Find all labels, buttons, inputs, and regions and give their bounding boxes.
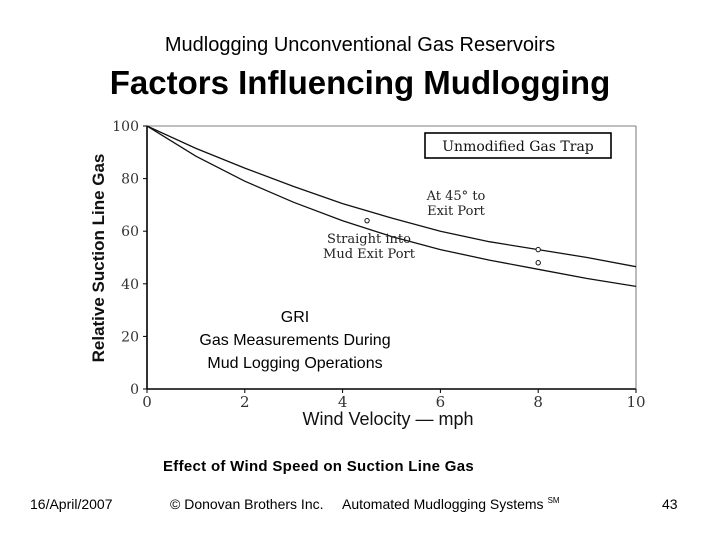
series-line-2	[146, 125, 637, 288]
series-label-2: Mud Exit Port	[323, 247, 416, 262]
x-tick-label: 6	[436, 393, 446, 411]
x-tick-label: 4	[338, 393, 348, 411]
footer-service-mark: SM	[547, 496, 560, 506]
series-label-1: Exit Port	[427, 204, 486, 219]
y-tick-label: 80	[121, 172, 139, 188]
legend-box	[424, 132, 612, 159]
x-axis-title: Wind Velocity — mph	[302, 409, 473, 429]
footer-system: Automated Mudlogging Systems SM	[342, 496, 560, 512]
x-tick-label: 2	[240, 393, 250, 411]
slide-title: Factors Influencing Mudlogging	[109, 64, 611, 101]
y-tick-label: 40	[121, 277, 139, 293]
series-line-1	[146, 125, 637, 268]
footer-date: 16/April/2007	[30, 496, 113, 512]
x-tick-label: 10	[626, 393, 645, 411]
y-tick-label: 60	[121, 224, 139, 240]
y-tick-label: 0	[130, 382, 139, 398]
footer-copyright: © Donovan Brothers Inc.	[170, 496, 324, 512]
gri-line-3: Mud Logging Operations	[207, 355, 383, 372]
legend-label: Unmodified Gas Trap	[442, 139, 594, 155]
gri-annotation: GRI Gas Measurements During Mud Logging …	[150, 306, 440, 375]
gri-line-1: GRI	[280, 309, 310, 326]
slide-subtitle: Mudlogging Unconventional Gas Reservoirs	[164, 34, 556, 56]
y-tick-label: 100	[112, 119, 139, 135]
chart-caption: Effect of Wind Speed on Suction Line Gas	[163, 458, 475, 475]
y-tick-label: 20	[121, 329, 139, 345]
series-marker	[364, 217, 370, 224]
series-label-2: Straight into	[327, 232, 411, 247]
footer-system-name: Automated Mudlogging Systems	[342, 496, 544, 512]
y-axis-title: Relative Suction Line Gas	[89, 154, 108, 363]
footer-page-number: 43	[662, 496, 678, 512]
x-tick-label: 8	[533, 393, 543, 411]
series-marker	[535, 260, 541, 266]
x-tick-label: 0	[142, 393, 152, 411]
series-label-1: At 45° to	[426, 189, 486, 204]
series-marker	[535, 246, 541, 253]
gri-line-2: Gas Measurements During	[199, 332, 391, 349]
